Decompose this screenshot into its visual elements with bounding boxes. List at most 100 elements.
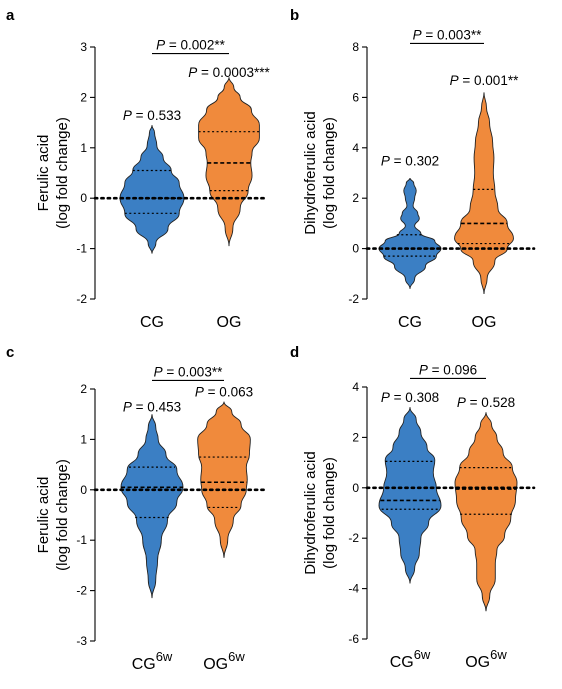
y-axis-label-line: Ferulic acid: [35, 477, 52, 554]
p-value-italic: P: [123, 108, 132, 123]
violin-OG: [198, 77, 260, 247]
y-axis-label: Dihydroferulic acid (log fold change): [302, 451, 338, 574]
x-tick-label-base: CG: [140, 314, 164, 331]
y-axis-label-line: Dihydroferulic acid: [302, 451, 319, 574]
x-tick-label-superscript: 6w: [414, 647, 431, 662]
panel-label-d: d: [290, 344, 299, 361]
x-tick-label-base: OG: [217, 314, 242, 331]
p-value-label: P = 0.001**: [450, 73, 519, 88]
x-tick-label: OG: [217, 314, 242, 331]
x-tick-label-base: CG: [132, 656, 156, 673]
p-value-italic: P: [381, 153, 390, 168]
violin-CG: [378, 177, 442, 289]
p-value-text: = 0.003**: [422, 27, 482, 42]
chart-panel-c: -3 -2 -1 0 1 2 Ferulic acid (log fold change) CG…: [35, 364, 266, 673]
p-value-italic: P: [154, 364, 163, 379]
y-axis-label: Ferulic acid (log fold change): [35, 117, 71, 229]
p-value-text: = 0.533: [132, 108, 181, 123]
panel-label-c: c: [6, 344, 14, 361]
p-value-italic: P: [195, 385, 204, 400]
p-value-label: P = 0.302: [381, 153, 439, 168]
y-axis-label-line: (log fold change): [54, 117, 71, 229]
y-axis-label-line: (log fold change): [54, 459, 71, 571]
x-tick-label-superscript: 6w: [490, 647, 507, 662]
y-tick-label: -4: [348, 582, 359, 596]
y-tick-label: 0: [80, 483, 87, 497]
y-tick-label: -1: [76, 533, 87, 547]
comparison-p-value: P = 0.096: [419, 362, 477, 377]
x-tick-label: CG6w: [390, 647, 431, 671]
p-value-italic: P: [188, 65, 197, 80]
x-tick-label: OG6w: [203, 649, 245, 673]
p-value-text: = 0.0003***: [197, 65, 270, 80]
comparison-p-value: P = 0.002**: [156, 38, 225, 53]
x-tick-label-base: CG: [398, 314, 422, 331]
chart-panel-d: -6 -4 -2 0 2 4 Dihydroferulic acid (log fold ch…: [302, 362, 536, 671]
y-tick-label: -2: [76, 584, 87, 598]
y-axis-label-line: (log fold change): [321, 117, 338, 229]
x-tick-label-base: OG: [203, 656, 228, 673]
panel-label-a: a: [6, 7, 15, 24]
y-tick-label: 2: [352, 191, 359, 205]
p-value-text: = 0.001**: [459, 73, 519, 88]
p-value-italic: P: [457, 395, 466, 410]
x-tick-label: OG6w: [465, 647, 507, 671]
x-tick-label-base: CG: [390, 654, 414, 671]
p-value-text: = 0.453: [132, 400, 181, 415]
comparison-p-value: P = 0.003**: [413, 27, 482, 42]
x-tick-label: CG: [140, 314, 164, 331]
x-tick-label-superscript: 6w: [156, 649, 173, 664]
comparison-p-value: P = 0.003**: [154, 364, 223, 379]
y-axis-label: Ferulic acid (log fold change): [35, 459, 71, 571]
x-tick-label: CG: [398, 314, 422, 331]
p-value-text: = 0.063: [204, 385, 253, 400]
p-value-label: P = 0.533: [123, 108, 181, 123]
y-tick-label: -1: [76, 242, 87, 256]
y-axis-label-line: Dihydroferulic acid: [302, 111, 319, 234]
y-tick-label: -3: [76, 634, 87, 648]
violin-CG: [119, 125, 185, 254]
x-tick-label-base: OG: [465, 654, 490, 671]
chart-panel-b: -2 0 2 4 6 8 Dihydroferulic acid (log fold chan…: [302, 27, 536, 331]
y-axis-label-line: Ferulic acid: [35, 135, 52, 212]
y-tick-label: 4: [352, 380, 359, 394]
chart-panel-a: -2 -1 0 1 2 3 Ferulic acid (log fold change) CG O…: [35, 38, 270, 331]
y-axis-label-line: (log fold change): [321, 457, 338, 569]
violin-OG: [454, 412, 518, 612]
p-value-label: P = 0.453: [123, 400, 181, 415]
p-value-label: P = 0.528: [457, 395, 515, 410]
p-value-label: P = 0.0003***: [188, 65, 270, 80]
x-tick-label: OG: [472, 314, 497, 331]
y-tick-label: 1: [80, 432, 87, 446]
p-value-text: = 0.096: [428, 362, 477, 377]
violin-CG: [120, 414, 184, 599]
p-value-text: = 0.302: [390, 153, 439, 168]
p-value-label: P = 0.308: [381, 390, 439, 405]
p-value-text: = 0.003**: [163, 364, 223, 379]
y-tick-label: 0: [352, 242, 359, 256]
violin-OG: [197, 401, 251, 558]
y-tick-label: -6: [348, 632, 359, 646]
y-tick-label: 1: [80, 141, 87, 155]
p-value-italic: P: [413, 27, 422, 42]
p-value-italic: P: [381, 390, 390, 405]
x-tick-label-superscript: 6w: [228, 649, 245, 664]
y-tick-label: -2: [348, 531, 359, 545]
x-tick-label-base: OG: [472, 314, 497, 331]
p-value-text: = 0.528: [466, 395, 515, 410]
panel-label-b: b: [290, 7, 299, 24]
y-tick-label: 3: [80, 40, 87, 54]
y-tick-label: 6: [352, 90, 359, 104]
y-tick-label: 2: [352, 430, 359, 444]
violin-CG: [378, 407, 442, 584]
p-value-italic: P: [450, 73, 459, 88]
p-value-text: = 0.002**: [165, 38, 225, 53]
y-tick-label: 0: [80, 191, 87, 205]
y-tick-label: -2: [76, 292, 87, 306]
y-tick-label: -2: [348, 292, 359, 306]
p-value-label: P = 0.063: [195, 385, 253, 400]
y-tick-label: 2: [80, 382, 87, 396]
p-value-text: = 0.308: [390, 390, 439, 405]
y-tick-label: 4: [352, 141, 359, 155]
